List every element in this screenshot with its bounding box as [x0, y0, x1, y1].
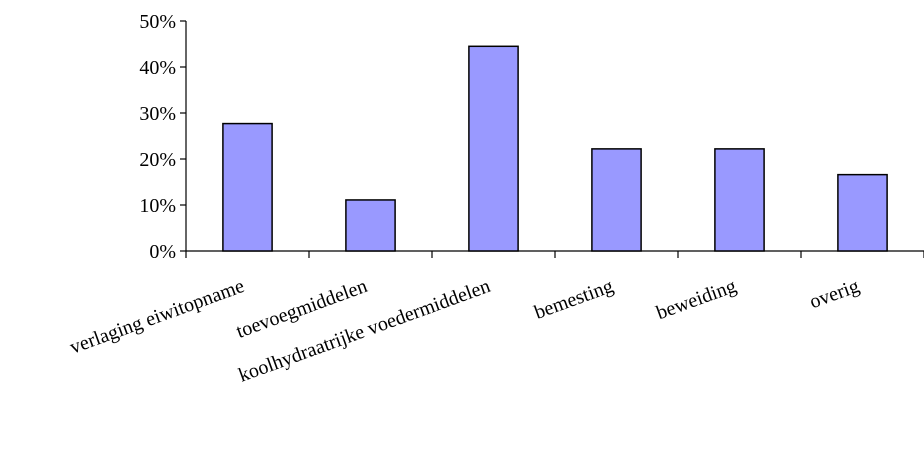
category-label: bemesting — [531, 275, 616, 324]
x-tick-group — [185, 251, 924, 258]
y-tick-group: 0% 10% 20% 30% 40% 50% — [139, 11, 186, 263]
bar-group — [222, 45, 888, 252]
y-tick-label: 0% — [149, 241, 176, 263]
y-tick-label: 30% — [139, 103, 176, 125]
bar — [714, 148, 765, 252]
category-label-group: verlaging eiwitopnametoevoegmiddelenkool… — [67, 275, 862, 387]
y-tick-label: 40% — [139, 57, 176, 79]
y-tick-label: 50% — [139, 11, 176, 33]
bar — [468, 45, 519, 252]
y-tick-label: 10% — [139, 195, 176, 217]
bar — [591, 148, 642, 252]
bar — [345, 199, 396, 252]
category-label: verlaging eiwitopname — [67, 275, 247, 359]
category-label: overig — [807, 275, 863, 313]
bar — [837, 173, 888, 252]
y-tick-label: 20% — [139, 149, 176, 171]
bar — [222, 122, 273, 252]
category-label: beweiding — [653, 275, 739, 324]
